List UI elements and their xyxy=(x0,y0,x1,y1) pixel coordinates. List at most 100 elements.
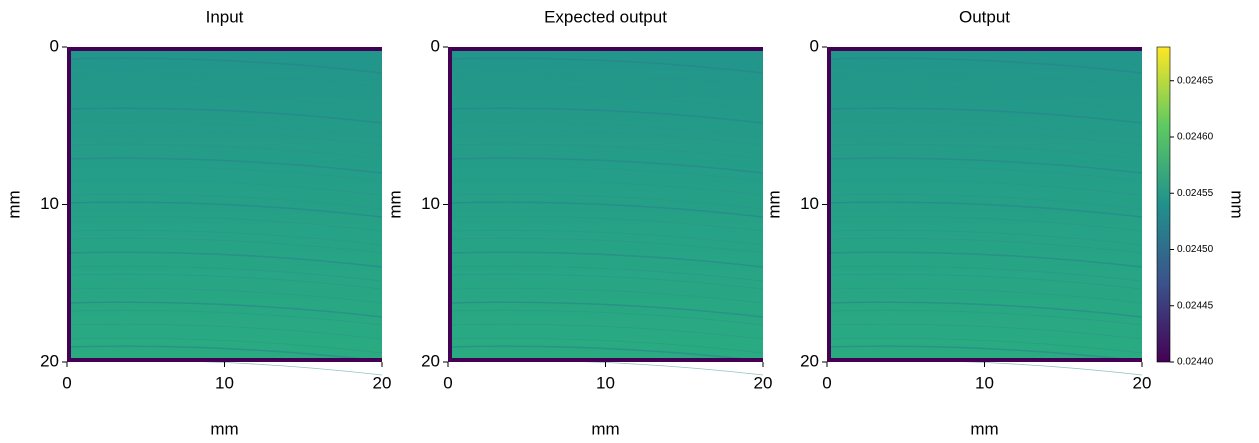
surface-streak xyxy=(447,237,764,254)
surface-streak xyxy=(66,309,383,326)
surface-streak xyxy=(447,179,764,196)
surface-streak xyxy=(447,229,764,246)
y-tick-label: 0 xyxy=(50,36,59,55)
surface-streak xyxy=(66,345,383,362)
surface-streak xyxy=(447,57,764,74)
surface-streak xyxy=(66,165,383,182)
y-axis-label: mm xyxy=(4,190,23,218)
panel-title: Input xyxy=(206,7,244,26)
surface-streak xyxy=(447,309,764,326)
y-tick-label: 0 xyxy=(810,36,819,55)
surface-streak xyxy=(66,71,383,88)
panel-title: Output xyxy=(959,7,1010,26)
surface-streak xyxy=(826,345,1143,362)
surface-streak xyxy=(826,143,1143,160)
surface-streak xyxy=(447,215,764,232)
surface-streak xyxy=(66,107,383,124)
surface-streak xyxy=(826,215,1143,232)
surface-streak xyxy=(66,287,383,304)
surface-streak xyxy=(66,93,383,110)
surface-streak xyxy=(447,287,764,304)
colorbar-tick-label: 0.02465 xyxy=(1177,75,1214,86)
surface-streak xyxy=(447,121,764,138)
surface-streak xyxy=(826,273,1143,290)
edge-top xyxy=(827,47,1142,51)
surface-streak xyxy=(826,93,1143,110)
edge-bottom xyxy=(448,358,763,362)
surface-streak xyxy=(447,251,764,268)
x-axis-label: mm xyxy=(210,419,238,438)
surface-streak xyxy=(447,93,764,110)
surface-streak xyxy=(826,251,1143,268)
x-axis-label: mm xyxy=(970,419,998,438)
surface-streak xyxy=(826,265,1143,282)
surface-streak xyxy=(447,165,764,182)
surface-streak xyxy=(447,193,764,210)
surface-streak xyxy=(826,57,1143,74)
y-tick-label: 20 xyxy=(40,351,59,370)
surface-streak xyxy=(826,129,1143,146)
surface-streak xyxy=(447,323,764,340)
surface-streak xyxy=(66,143,383,160)
surface-streak xyxy=(66,237,383,254)
surface-streak xyxy=(826,71,1143,88)
y-axis-label: mm xyxy=(764,190,783,218)
surface-streak xyxy=(826,323,1143,340)
y-tick-label: 10 xyxy=(421,194,440,213)
surface-streak xyxy=(826,309,1143,326)
surface-streak xyxy=(66,157,383,174)
surface-streak xyxy=(447,301,764,318)
edge-top xyxy=(67,47,382,51)
surface-streak xyxy=(447,85,764,102)
y-tick-label: 0 xyxy=(431,36,440,55)
surface-streak xyxy=(66,201,383,218)
surface-streak xyxy=(826,121,1143,138)
surface-streak xyxy=(447,157,764,174)
surface-streak xyxy=(447,107,764,124)
x-tick-label: 0 xyxy=(62,373,71,392)
surface-streak xyxy=(447,71,764,88)
surface-streak xyxy=(447,337,764,354)
x-tick-label: 20 xyxy=(1133,373,1152,392)
surface-streak xyxy=(826,301,1143,318)
surface-streak xyxy=(66,215,383,232)
surface-streak xyxy=(447,201,764,218)
surface-streak xyxy=(826,337,1143,354)
x-tick-label: 10 xyxy=(596,373,615,392)
surface-streak xyxy=(66,251,383,268)
x-tick-label: 10 xyxy=(215,373,234,392)
x-tick-label: 0 xyxy=(822,373,831,392)
x-tick-label: 20 xyxy=(373,373,392,392)
edge-top xyxy=(448,47,763,51)
colorbar-tick-label: 0.02440 xyxy=(1177,357,1214,368)
surface-streak xyxy=(66,273,383,290)
y-axis-label: mm xyxy=(385,190,404,218)
surface-streak xyxy=(826,193,1143,210)
edge-bottom xyxy=(827,358,1142,362)
x-tick-label: 0 xyxy=(443,373,452,392)
surface-streak xyxy=(826,229,1143,246)
edge-left xyxy=(67,47,71,362)
surface-streak xyxy=(66,129,383,146)
surface-streak xyxy=(826,165,1143,182)
surface-streak xyxy=(826,157,1143,174)
colorbar-tick-label: 0.02445 xyxy=(1177,300,1214,311)
surface-streak xyxy=(447,143,764,160)
y-tick-label: 10 xyxy=(800,194,819,213)
colorbar xyxy=(1156,46,1171,363)
x-tick-label: 10 xyxy=(975,373,994,392)
surface-streak xyxy=(826,107,1143,124)
colorbar-tick-label: 0.02460 xyxy=(1177,132,1214,143)
surface-streak xyxy=(447,129,764,146)
surface-streak xyxy=(66,57,383,74)
surface-streak xyxy=(66,229,383,246)
surface-streak xyxy=(447,273,764,290)
surface-streak xyxy=(826,85,1143,102)
surface-streak xyxy=(826,237,1143,254)
surface-streak xyxy=(66,301,383,318)
edge-left xyxy=(448,47,452,362)
panel-title: Expected output xyxy=(544,7,667,26)
colorbar-tick-label: 0.02450 xyxy=(1177,244,1214,255)
surface-streak xyxy=(826,287,1143,304)
